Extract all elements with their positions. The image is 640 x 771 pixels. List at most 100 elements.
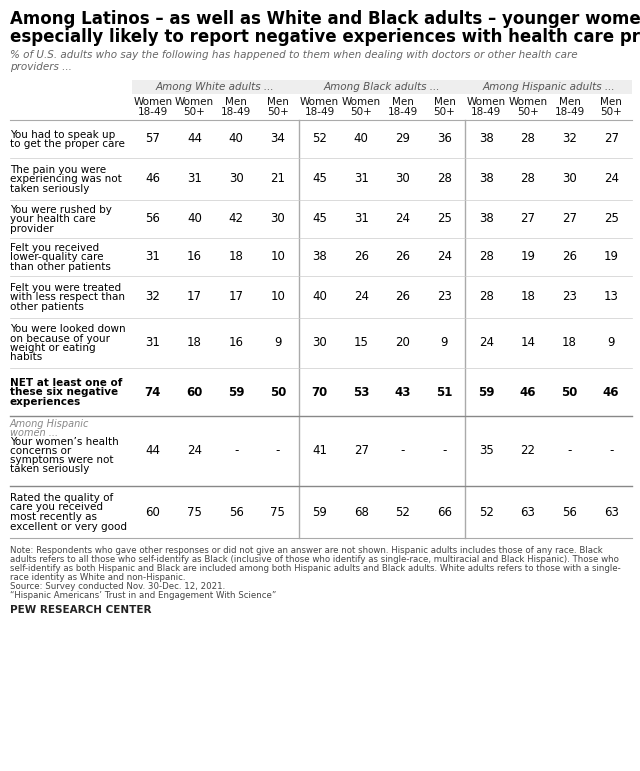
Text: You were looked down: You were looked down <box>10 324 125 334</box>
Text: 60: 60 <box>145 506 160 519</box>
Text: 40: 40 <box>187 213 202 225</box>
Text: -: - <box>609 445 613 457</box>
Text: You had to speak up: You had to speak up <box>10 130 115 140</box>
Text: 44: 44 <box>187 133 202 146</box>
Text: You were rushed by: You were rushed by <box>10 205 112 215</box>
Text: 28: 28 <box>479 291 493 304</box>
Text: -: - <box>567 445 572 457</box>
Text: 27: 27 <box>354 445 369 457</box>
Text: 52: 52 <box>312 133 327 146</box>
Text: 14: 14 <box>520 336 535 349</box>
Text: Your women’s health: Your women’s health <box>10 437 119 447</box>
Text: 24: 24 <box>187 445 202 457</box>
Text: 38: 38 <box>479 213 493 225</box>
Text: 46: 46 <box>145 173 161 186</box>
Text: 50+: 50+ <box>267 107 289 117</box>
Text: 27: 27 <box>604 133 619 146</box>
Text: 28: 28 <box>437 173 452 186</box>
Text: 46: 46 <box>603 386 620 399</box>
Text: 28: 28 <box>479 251 493 264</box>
Text: 75: 75 <box>187 506 202 519</box>
Text: Women: Women <box>175 97 214 107</box>
Text: 27: 27 <box>520 213 535 225</box>
Text: 26: 26 <box>396 251 410 264</box>
Text: 24: 24 <box>604 173 619 186</box>
Bar <box>465 80 632 94</box>
Text: excellent or very good: excellent or very good <box>10 521 127 531</box>
Text: 50+: 50+ <box>184 107 205 117</box>
Text: 18: 18 <box>228 251 244 264</box>
Text: 40: 40 <box>312 291 327 304</box>
Text: 23: 23 <box>437 291 452 304</box>
Text: 66: 66 <box>437 506 452 519</box>
Text: 57: 57 <box>145 133 160 146</box>
Text: 31: 31 <box>354 213 369 225</box>
Text: 24: 24 <box>354 291 369 304</box>
Text: on because of your: on because of your <box>10 334 110 344</box>
Text: 38: 38 <box>312 251 327 264</box>
Text: 21: 21 <box>270 173 285 186</box>
Text: experiencing was not: experiencing was not <box>10 174 122 184</box>
Text: your health care: your health care <box>10 214 96 224</box>
Text: 24: 24 <box>479 336 493 349</box>
Text: these six negative: these six negative <box>10 387 118 397</box>
Text: adults refers to all those who self-identify as Black (inclusive of those who id: adults refers to all those who self-iden… <box>10 555 619 564</box>
Text: 41: 41 <box>312 445 327 457</box>
Text: 35: 35 <box>479 445 493 457</box>
Text: 18: 18 <box>562 336 577 349</box>
Text: 50: 50 <box>561 386 578 399</box>
Text: 30: 30 <box>562 173 577 186</box>
Text: 38: 38 <box>479 133 493 146</box>
Text: 18: 18 <box>520 291 535 304</box>
Text: Rated the quality of: Rated the quality of <box>10 493 113 503</box>
Text: 31: 31 <box>187 173 202 186</box>
Bar <box>132 80 299 94</box>
Text: race identity as White and non-Hispanic.: race identity as White and non-Hispanic. <box>10 573 186 582</box>
Text: especially likely to report negative experiences with health care providers: especially likely to report negative exp… <box>10 28 640 46</box>
Text: 52: 52 <box>479 506 493 519</box>
Text: 18-49: 18-49 <box>138 107 168 117</box>
Text: Women: Women <box>133 97 172 107</box>
Text: 32: 32 <box>562 133 577 146</box>
Text: -: - <box>401 445 405 457</box>
Text: Men: Men <box>267 97 289 107</box>
Text: 28: 28 <box>520 133 535 146</box>
Text: Men: Men <box>392 97 414 107</box>
Text: concerns or: concerns or <box>10 446 71 456</box>
Text: 30: 30 <box>312 336 327 349</box>
Text: 22: 22 <box>520 445 535 457</box>
Text: 29: 29 <box>396 133 410 146</box>
Text: 17: 17 <box>187 291 202 304</box>
Text: Source: Survey conducted Nov. 30-Dec. 12, 2021.: Source: Survey conducted Nov. 30-Dec. 12… <box>10 582 225 591</box>
Text: 25: 25 <box>437 213 452 225</box>
Text: 23: 23 <box>562 291 577 304</box>
Text: 45: 45 <box>312 213 327 225</box>
Text: 27: 27 <box>562 213 577 225</box>
Text: lower-quality care: lower-quality care <box>10 252 104 262</box>
Text: self-identify as both Hispanic and Black are included among both Hispanic adults: self-identify as both Hispanic and Black… <box>10 564 621 573</box>
Text: 13: 13 <box>604 291 619 304</box>
Text: 56: 56 <box>562 506 577 519</box>
Text: 34: 34 <box>270 133 285 146</box>
Text: 18: 18 <box>187 336 202 349</box>
Text: 9: 9 <box>274 336 282 349</box>
Text: 56: 56 <box>228 506 244 519</box>
Text: 42: 42 <box>228 213 244 225</box>
Text: 53: 53 <box>353 386 369 399</box>
Text: 50+: 50+ <box>434 107 456 117</box>
Text: 24: 24 <box>437 251 452 264</box>
Text: 31: 31 <box>145 251 160 264</box>
Text: NET at least one of: NET at least one of <box>10 378 122 388</box>
Text: 40: 40 <box>228 133 244 146</box>
Text: 63: 63 <box>604 506 619 519</box>
Text: 18-49: 18-49 <box>305 107 335 117</box>
Text: Note: Respondents who gave other responses or did not give an answer are not sho: Note: Respondents who gave other respons… <box>10 546 603 555</box>
Text: PEW RESEARCH CENTER: PEW RESEARCH CENTER <box>10 605 152 615</box>
Text: 9: 9 <box>607 336 615 349</box>
Text: providers ...: providers ... <box>10 62 72 72</box>
Text: most recently as: most recently as <box>10 512 97 522</box>
Text: 31: 31 <box>145 336 160 349</box>
Text: Among Hispanic adults ...: Among Hispanic adults ... <box>483 82 615 92</box>
Text: habits: habits <box>10 352 42 362</box>
Text: 16: 16 <box>187 251 202 264</box>
